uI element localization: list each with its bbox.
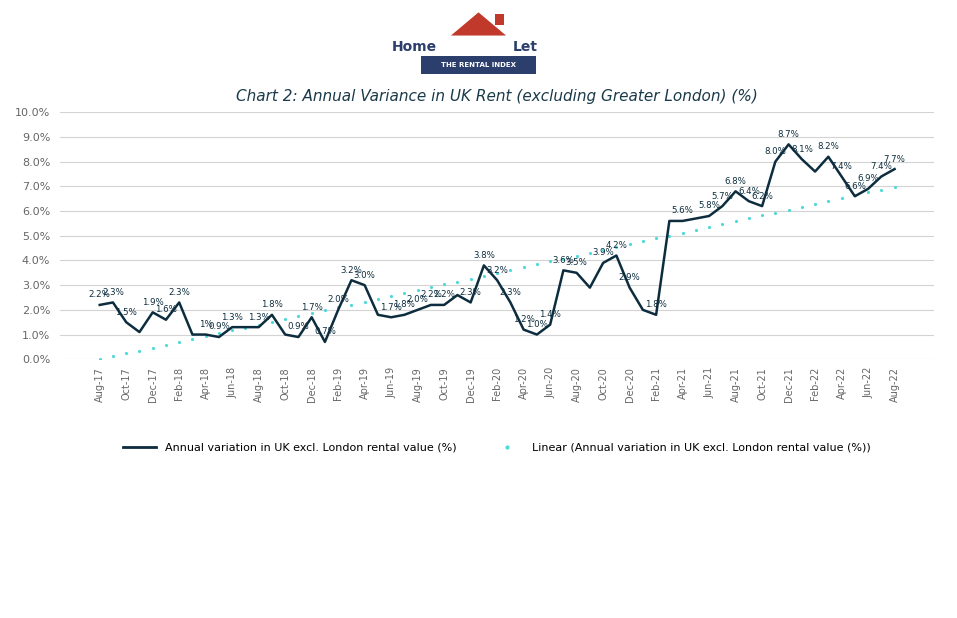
Bar (421, 56, 536, 74)
Text: Home: Home (392, 40, 437, 54)
Text: 1%: 1% (199, 320, 212, 329)
Text: 2.3%: 2.3% (102, 288, 123, 297)
Text: 6.8%: 6.8% (724, 177, 746, 186)
Text: 1.7%: 1.7% (300, 303, 323, 311)
Text: 7.4%: 7.4% (831, 162, 853, 171)
Text: 3.2%: 3.2% (341, 266, 363, 274)
Text: 2.3%: 2.3% (500, 288, 522, 297)
Text: 1.5%: 1.5% (115, 308, 137, 316)
Text: 8.7%: 8.7% (778, 130, 799, 139)
Text: 1.2%: 1.2% (513, 315, 535, 324)
Text: 0.7%: 0.7% (314, 328, 336, 336)
Text: 2.0%: 2.0% (327, 295, 349, 304)
Title: Chart 2: Annual Variance in UK Rent (excluding Greater London) (%): Chart 2: Annual Variance in UK Rent (exc… (236, 89, 758, 104)
Text: 1.0%: 1.0% (526, 320, 547, 329)
Text: 2.3%: 2.3% (459, 288, 481, 297)
Text: 3.2%: 3.2% (486, 266, 508, 274)
Text: 6.9%: 6.9% (857, 174, 879, 184)
Text: 1.7%: 1.7% (380, 303, 402, 311)
Text: 0.9%: 0.9% (208, 323, 230, 331)
Text: 2.2%: 2.2% (89, 290, 111, 299)
Text: 0.9%: 0.9% (287, 323, 309, 331)
Text: 2.0%: 2.0% (407, 295, 429, 304)
Text: 6.4%: 6.4% (738, 187, 760, 196)
Text: 5.7%: 5.7% (711, 192, 733, 201)
Polygon shape (451, 12, 506, 35)
Text: 2.2%: 2.2% (420, 290, 442, 299)
Text: 3.6%: 3.6% (552, 256, 574, 265)
Text: 3.8%: 3.8% (473, 251, 495, 260)
Text: 2.9%: 2.9% (619, 273, 640, 282)
Text: 3.5%: 3.5% (566, 258, 588, 267)
Text: Let: Let (513, 40, 538, 54)
Text: 1.6%: 1.6% (155, 305, 177, 314)
Text: 7.4%: 7.4% (870, 162, 892, 171)
Text: 1.9%: 1.9% (142, 298, 164, 307)
Legend: Annual variation in UK excl. London rental value (%), Linear (Annual variation i: Annual variation in UK excl. London rent… (119, 439, 876, 457)
Text: 8.0%: 8.0% (765, 147, 787, 156)
Text: 5.6%: 5.6% (672, 206, 694, 216)
Text: THE RENTAL INDEX: THE RENTAL INDEX (441, 62, 516, 68)
Text: 7.7%: 7.7% (883, 154, 905, 164)
Text: 4.2%: 4.2% (606, 241, 627, 250)
Text: 6.2%: 6.2% (751, 192, 773, 201)
Text: 3.0%: 3.0% (354, 271, 375, 279)
Bar (495, 14, 503, 25)
Text: 8.2%: 8.2% (817, 142, 839, 151)
Text: 1.3%: 1.3% (221, 313, 243, 321)
Text: 3.9%: 3.9% (592, 248, 614, 257)
Text: 1.8%: 1.8% (261, 300, 283, 309)
Text: 2.2%: 2.2% (434, 290, 456, 299)
Text: 1.8%: 1.8% (393, 300, 415, 309)
Text: 1.3%: 1.3% (248, 313, 270, 321)
Text: 2.3%: 2.3% (168, 288, 190, 297)
Text: 6.6%: 6.6% (844, 182, 866, 191)
Text: 1.4%: 1.4% (539, 310, 561, 319)
Text: 5.8%: 5.8% (699, 201, 720, 211)
Text: 8.1%: 8.1% (790, 145, 812, 154)
Text: 1.8%: 1.8% (645, 300, 667, 309)
